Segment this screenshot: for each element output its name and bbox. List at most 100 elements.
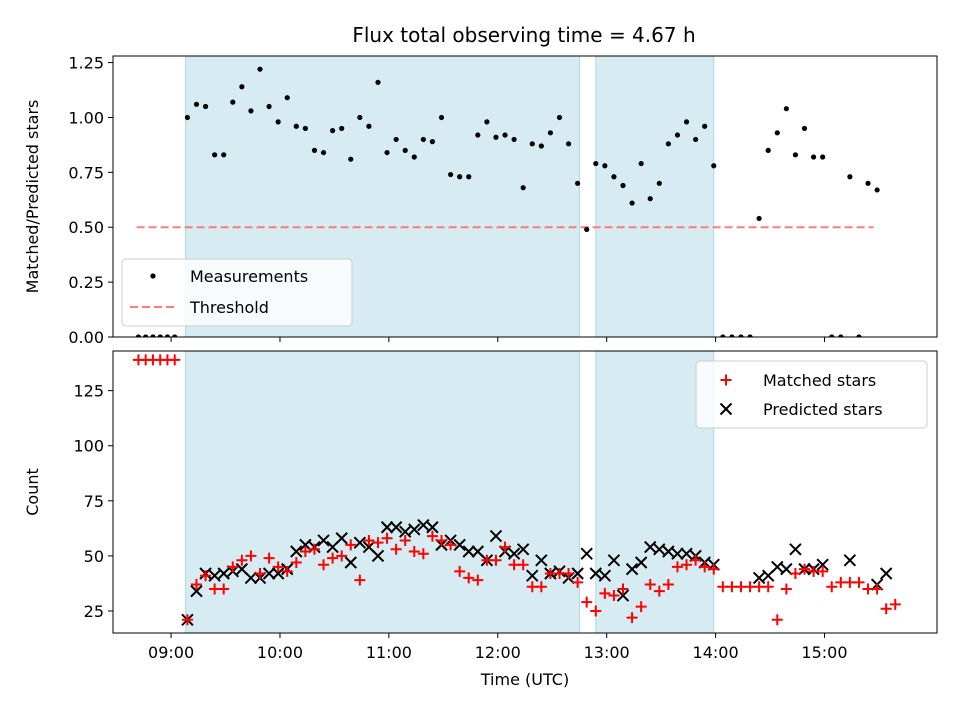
predicted-star-point-60 <box>752 571 766 585</box>
bottom-observing-interval-2 <box>595 351 715 633</box>
measurement-point-66 <box>720 334 726 337</box>
matched-star-point-34 <box>426 530 438 542</box>
measurement-point-5 <box>164 334 171 337</box>
predicted-star-point-47 <box>598 569 612 582</box>
predicted-star-point-46 <box>589 567 602 580</box>
predicted-star-point-35 <box>489 529 503 543</box>
matched-star-point-11 <box>218 583 230 595</box>
matched-star-point-71 <box>762 581 774 593</box>
predicted-star-point-24 <box>389 521 403 534</box>
measurement-point-55 <box>620 182 626 189</box>
measurement-point-82 <box>865 180 871 186</box>
measurement-point-2 <box>143 334 149 337</box>
matched-star-point-75 <box>799 563 811 575</box>
measurement-point-51 <box>584 226 590 233</box>
bottom-plot-area <box>132 351 901 633</box>
matched-star-point-36 <box>445 539 457 551</box>
measurement-point-34 <box>429 139 436 145</box>
measurement-point-53 <box>602 163 608 169</box>
measurement-point-10 <box>212 152 218 158</box>
predicted-star-point-64 <box>789 543 802 556</box>
measurement-point-4 <box>157 334 163 337</box>
measurement-point-31 <box>402 147 408 153</box>
matched-star-point-49 <box>563 568 575 580</box>
legend-measurements-label: Measurements <box>190 267 308 286</box>
measurement-point-3 <box>150 334 156 337</box>
predicted-star-point-49 <box>616 589 630 602</box>
matched-star-point-22 <box>318 559 330 571</box>
matched-star-point-42 <box>499 541 511 553</box>
matched-star-point-39 <box>472 574 484 586</box>
matched-star-point-85 <box>889 598 901 610</box>
measurement-point-72 <box>774 130 780 136</box>
measurement-point-83 <box>874 187 880 193</box>
matched-star-point-16 <box>263 552 275 564</box>
legend-predicted-label: Predicted stars <box>763 400 883 419</box>
x-tick-label-6: 14:00 <box>693 643 739 662</box>
x-tick-label-5: 13:00 <box>584 643 630 662</box>
matched-star-point-38 <box>463 572 475 584</box>
legend-measurements-marker <box>150 273 156 279</box>
predicted-star-point-16 <box>317 534 330 547</box>
matched-star-point-63 <box>690 554 702 566</box>
measurement-point-47 <box>547 130 554 136</box>
measurement-point-22 <box>320 149 327 156</box>
top-observing-interval-2 <box>595 56 715 337</box>
measurement-point-73 <box>783 106 789 112</box>
matched-star-point-14 <box>245 550 257 562</box>
measurement-point-24 <box>339 125 345 132</box>
matched-star-point-77 <box>817 565 829 577</box>
measurement-point-40 <box>484 119 490 125</box>
matched-star-point-52 <box>590 605 602 617</box>
matched-star-point-56 <box>626 612 638 624</box>
predicted-star-point-67 <box>816 558 829 571</box>
measurement-point-25 <box>348 156 354 162</box>
bottom-y-axis-label: Count <box>23 468 42 516</box>
measurement-point-35 <box>438 114 445 121</box>
matched-star-point-44 <box>517 559 529 571</box>
matched-star-point-65 <box>708 563 720 575</box>
predicted-star-point-26 <box>408 523 421 536</box>
measurement-point-57 <box>638 160 644 167</box>
predicted-star-point-48 <box>607 554 621 567</box>
matched-star-point-57 <box>635 601 647 613</box>
predicted-star-point-31 <box>453 538 466 552</box>
predicted-star-point-62 <box>771 560 784 574</box>
measurement-point-80 <box>847 174 853 180</box>
measurement-point-64 <box>702 123 708 129</box>
matched-star-point-84 <box>880 603 892 615</box>
measurement-point-50 <box>575 180 581 186</box>
bottom-axes-frame <box>112 350 938 634</box>
predicted-star-point-55 <box>671 547 684 560</box>
measurement-point-61 <box>674 132 681 138</box>
predicted-star-point-38 <box>516 543 530 556</box>
measurement-point-79 <box>838 334 844 337</box>
bottom-observing-interval-1 <box>185 351 580 633</box>
measurement-point-27 <box>366 123 372 129</box>
measurement-point-67 <box>729 334 735 337</box>
matched-star-point-28 <box>372 537 384 549</box>
predicted-star-point-4 <box>208 569 221 582</box>
measurement-point-68 <box>738 334 744 337</box>
matched-star-point-50 <box>572 576 584 588</box>
x-axis-label: Time (UTC) <box>480 670 569 689</box>
measurement-point-62 <box>683 119 690 125</box>
measurement-point-20 <box>302 125 308 132</box>
matched-star-point-8 <box>190 579 202 591</box>
measurement-point-48 <box>556 114 563 121</box>
matched-star-point-9 <box>200 570 212 582</box>
matched-star-point-7 <box>181 614 193 626</box>
measurement-point-74 <box>792 152 799 158</box>
top-y-tick-label-3: 0.50 <box>68 218 104 237</box>
matched-star-point-15 <box>254 568 266 580</box>
matched-star-point-72 <box>771 614 783 626</box>
matched-star-point-30 <box>390 543 402 555</box>
measurement-point-81 <box>856 334 862 337</box>
matched-star-point-78 <box>826 581 838 593</box>
measurement-point-45 <box>529 141 535 147</box>
matched-star-point-32 <box>408 545 420 557</box>
predicted-star-point-32 <box>462 545 475 558</box>
measurement-point-6 <box>172 334 178 337</box>
matched-star-point-18 <box>281 565 293 577</box>
predicted-star-point-45 <box>580 547 593 560</box>
